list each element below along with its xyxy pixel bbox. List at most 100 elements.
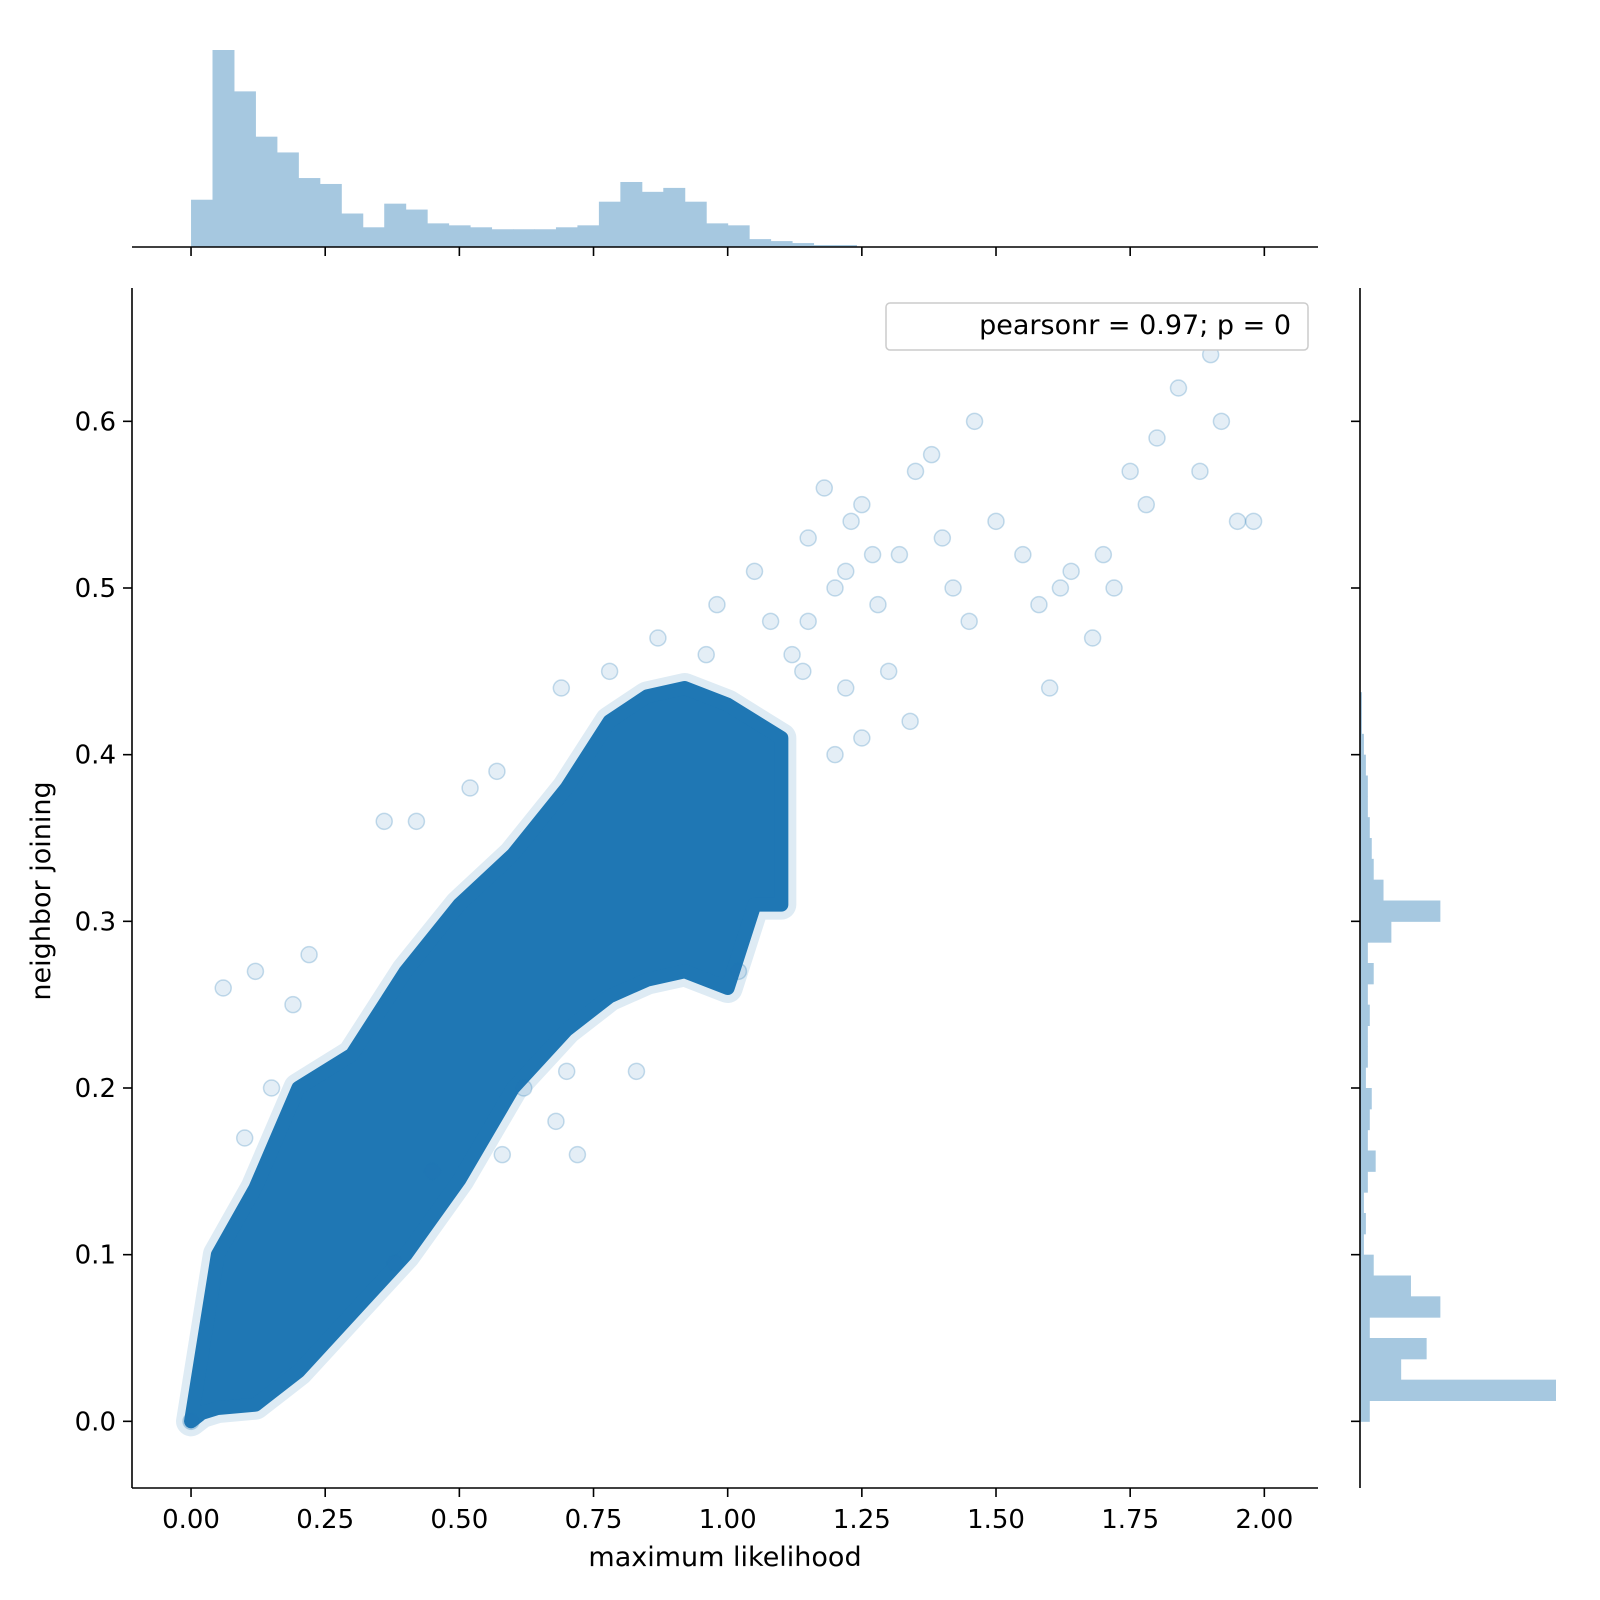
- marginal-y-bar: [1360, 796, 1368, 818]
- scatter-point: [987, 512, 1005, 531]
- scatter-point: [890, 545, 909, 564]
- scatter-point: [649, 629, 667, 647]
- scatter-point: [300, 945, 318, 964]
- y-tick-label: 0.2: [75, 1074, 116, 1104]
- marginal-y-bar: [1360, 963, 1374, 985]
- legend: pearsonr = 0.97; p = 0: [885, 302, 1309, 351]
- x-tick-label: 0.25: [296, 1505, 354, 1535]
- scatter-point: [423, 1162, 442, 1181]
- scatter-point: [783, 645, 801, 664]
- scatter-point: [386, 1254, 404, 1272]
- scatter-point: [1062, 562, 1080, 581]
- marginal-x-bar: [491, 229, 514, 247]
- marginal-y-bar: [1360, 1067, 1366, 1089]
- scatter-point: [515, 1079, 533, 1097]
- marginal-x-bar: [813, 245, 836, 247]
- marginal-x-bar: [598, 201, 621, 247]
- scatter-point: [745, 562, 764, 581]
- scatter-point: [853, 495, 871, 514]
- scatter-point: [1051, 579, 1070, 597]
- marginal-x-bar: [684, 201, 707, 247]
- marginal-y-bar: [1360, 1171, 1368, 1193]
- marginal-y-bar: [1360, 817, 1370, 839]
- scatter-point: [1137, 495, 1156, 514]
- scatter-point: [488, 762, 506, 781]
- marginal-y-bar: [1360, 1296, 1441, 1318]
- marginal-y-bar: [1360, 1025, 1368, 1047]
- marginal-y-bar: [1360, 900, 1441, 922]
- marginal-x-bar: [770, 241, 793, 247]
- marginal-y-bar: [1360, 1108, 1370, 1131]
- scatter-point: [697, 645, 715, 664]
- axes: 0.00 0.25 0.50 0.75 1.00 1.25 1.50 1.75 2.00 0.0 0…: [75, 247, 1360, 1535]
- scatter-point: [826, 745, 844, 764]
- scatter-point: [729, 962, 748, 981]
- scatter-point: [853, 729, 871, 747]
- scatter-point: [1105, 579, 1123, 597]
- marginal-y-bar: [1360, 1046, 1368, 1068]
- legend-text: pearsonr = 0.97; p = 0: [979, 310, 1291, 341]
- marginal-x-bar: [620, 181, 643, 247]
- marginal-y-bar: [1360, 1275, 1411, 1297]
- y-tick-label: 0.1: [75, 1241, 116, 1271]
- scatter-point: [461, 779, 479, 797]
- marginal-y-bar: [1360, 754, 1366, 776]
- scatter-point: [284, 995, 302, 1014]
- marginal-x-bar: [706, 223, 729, 247]
- marginal-x-bar: [384, 203, 407, 247]
- scatter-point: [869, 595, 887, 614]
- scatter-point: [547, 1112, 565, 1131]
- scatter-point: [836, 679, 855, 697]
- marginal-y-bar: [1360, 692, 1362, 714]
- marginal-y-bar: [1360, 1004, 1370, 1026]
- marginal-x-bar: [513, 229, 535, 247]
- marginal-x-bar: [298, 178, 321, 247]
- marginal-x-bar: [319, 183, 342, 247]
- scatter-point: [1148, 429, 1166, 447]
- marginal-y-bar: [1360, 1192, 1364, 1214]
- marginal-x-bar: [749, 239, 772, 247]
- scatter-point: [960, 612, 978, 631]
- x-tick-label: 0.50: [430, 1505, 488, 1535]
- marginal-y-bar: [1360, 713, 1362, 735]
- marginal-y-bar: [1360, 733, 1364, 756]
- y-tick-label: 0.3: [75, 907, 116, 937]
- x-tick-label: 1.00: [699, 1505, 757, 1535]
- marginal-x-bar: [427, 223, 450, 247]
- scatter-point: [493, 1145, 512, 1164]
- scatter-plot-area: [176, 345, 1263, 1437]
- marginal-y-bar: [1360, 775, 1368, 797]
- marginal-x-bar: [362, 227, 385, 247]
- scatter-point: [1040, 679, 1059, 697]
- scatter-point: [901, 712, 919, 731]
- y-axis-label: neighbor joining: [26, 781, 57, 1000]
- marginal-x-bar: [255, 136, 278, 247]
- marginal-x-bar: [448, 225, 471, 247]
- scatter-point: [906, 462, 925, 481]
- scatter-point: [1083, 629, 1102, 647]
- marginal-y-bar: [1360, 942, 1368, 964]
- y-tick-label: 0.6: [75, 407, 116, 437]
- marginal-y-bar: [1360, 983, 1368, 1006]
- scatter-point: [1169, 379, 1188, 397]
- y-tick-label: 0.5: [75, 574, 116, 604]
- x-axis-label: maximum likelihood: [588, 1542, 861, 1573]
- marginal-y-bar: [1360, 1213, 1366, 1235]
- scatter-point: [826, 579, 844, 597]
- marginal-y-histogram: [1359, 288, 1556, 1488]
- marginal-x-histogram: [132, 50, 1318, 248]
- x-tick-label: 0.00: [162, 1505, 220, 1535]
- scatter-point: [708, 595, 726, 614]
- scatter-point: [836, 562, 855, 581]
- scatter-point: [761, 612, 780, 631]
- scatter-point: [552, 679, 571, 697]
- scatter-point: [1014, 545, 1032, 564]
- scatter-point: [1212, 412, 1231, 431]
- scatter-point: [407, 812, 426, 831]
- scatter-point: [557, 1062, 576, 1081]
- marginal-x-bar: [212, 50, 235, 247]
- x-tick-label: 0.75: [565, 1505, 623, 1535]
- scatter-point: [933, 529, 952, 547]
- scatter-point: [842, 512, 860, 531]
- scatter-point: [944, 579, 962, 597]
